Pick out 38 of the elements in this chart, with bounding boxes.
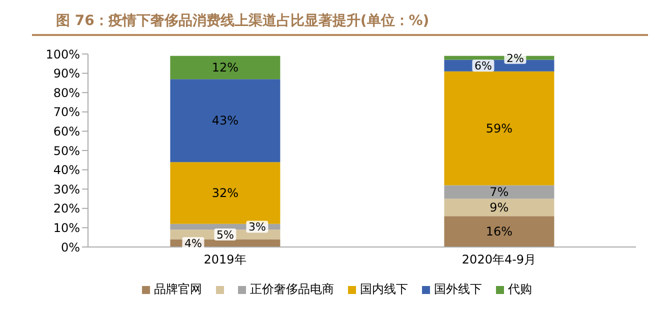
data-label: 6% (474, 60, 492, 73)
bar (170, 162, 280, 224)
legend-label: 国内线下 (360, 281, 408, 298)
data-label: 43% (212, 114, 239, 128)
data-label: 4% (184, 237, 202, 250)
data-label: 59% (486, 121, 513, 136)
legend-label: 正价奢侈品电商 (250, 281, 334, 298)
data-label: 5% (216, 228, 234, 242)
y-tick-label: 70% (53, 105, 80, 120)
bar (444, 198, 554, 216)
data-label: 12% (212, 60, 239, 75)
x-tick-label: 2020年4-9月 (462, 252, 536, 267)
y-tick-label: 40% (53, 163, 80, 178)
bar (444, 185, 554, 199)
data-label: 16% (486, 224, 513, 239)
y-tick-label: 80% (53, 86, 80, 100)
y-tick-label: 10% (53, 220, 80, 235)
y-tick-label: 60% (53, 124, 80, 138)
legend-label: 品牌官网 (154, 281, 202, 298)
data-label: 9% (490, 200, 509, 214)
y-tick-label: 0% (60, 240, 80, 254)
bar (170, 79, 280, 162)
y-tick-label: 20% (53, 202, 80, 216)
bar (444, 216, 554, 247)
y-tick-label: 90% (53, 66, 80, 81)
legend-label: 代购 (508, 281, 532, 298)
y-tick-label: 100% (46, 47, 80, 62)
chart-title: 图 76：疫情下奢侈品消费线上渠道占比显著提升(单位：%) (32, 8, 648, 36)
data-label: 2% (506, 52, 524, 65)
data-label: 3% (248, 220, 266, 234)
y-tick-label: 50% (53, 144, 80, 158)
bar (444, 71, 554, 186)
data-label: 7% (490, 184, 509, 199)
bar (170, 56, 280, 80)
x-tick-label: 2019年 (204, 252, 246, 267)
y-tick-label: 30% (53, 182, 80, 196)
data-label: 32% (212, 186, 239, 200)
legend-label: 国外线下 (434, 281, 482, 298)
